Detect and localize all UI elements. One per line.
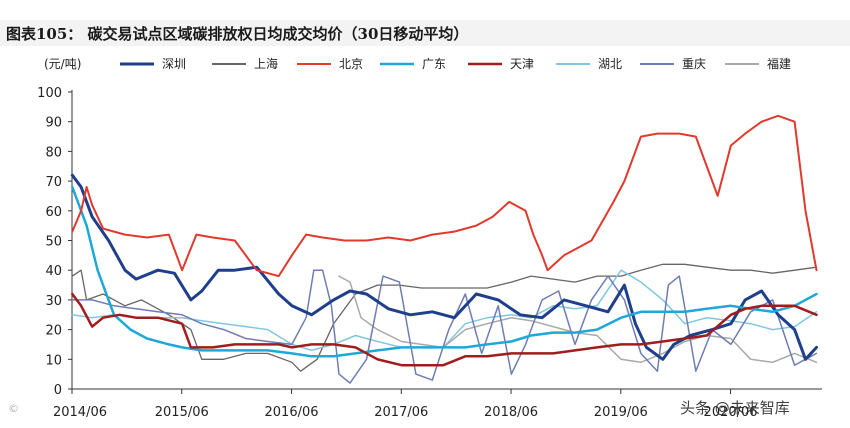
series-line-6 xyxy=(71,269,818,384)
y-axis-unit-label: (元/吨) xyxy=(44,57,81,71)
y-tick-label: 100 xyxy=(37,86,62,101)
y-axis: 0 10 20 30 40 50 60 70 80 90 100 xyxy=(37,86,73,398)
legend-label: 福建 xyxy=(767,56,791,71)
chart-title: 图表105： 碳交易试点区域碳排放权日均成交均价（30日移动平均） xyxy=(6,25,469,43)
watermark-text: 头条 @未来智库 xyxy=(680,399,790,417)
x-tick-label: 2014/06 xyxy=(53,405,107,420)
y-tick-label: 70 xyxy=(45,175,62,190)
y-tick-label: 0 xyxy=(54,383,62,398)
y-tick-label: 20 xyxy=(45,324,62,339)
x-axis: 2014/06 2015/06 2016/06 2017/06 2018/06 2019/… xyxy=(53,388,822,420)
legend-label: 天津 xyxy=(510,57,534,71)
chart-legend: 深圳 上海 北京 广东 天津 湖北 重庆 福建 xyxy=(120,56,791,71)
x-tick-label: 2018/06 xyxy=(484,405,538,420)
y-tick-label: 80 xyxy=(45,145,62,160)
x-tick-label: 2019/06 xyxy=(594,405,648,420)
series-line-4 xyxy=(71,292,818,367)
legend-label: 上海 xyxy=(254,56,278,71)
x-tick-label: 2015/06 xyxy=(155,405,209,420)
x-tick-label: 2017/06 xyxy=(374,405,428,420)
legend-label: 湖北 xyxy=(598,56,622,71)
legend-label: 广东 xyxy=(422,57,446,71)
watermark-mark: © xyxy=(8,402,19,415)
y-tick-label: 40 xyxy=(45,264,62,279)
series-line-3 xyxy=(71,185,818,358)
y-tick-label: 60 xyxy=(45,205,62,220)
y-tick-label: 90 xyxy=(45,116,62,131)
y-tick-label: 50 xyxy=(45,235,62,250)
series-line-2 xyxy=(71,114,818,278)
legend-label: 北京 xyxy=(339,57,363,71)
y-tick-label: 30 xyxy=(45,294,62,309)
x-tick-label: 2020/06 xyxy=(704,405,758,420)
series-lines xyxy=(70,114,818,384)
series-line-7 xyxy=(338,275,818,364)
y-tick-label: 10 xyxy=(45,353,62,368)
legend-label: 深圳 xyxy=(162,57,186,71)
x-tick-label: 2016/06 xyxy=(265,405,319,420)
series-line-0 xyxy=(70,173,818,361)
legend-label: 重庆 xyxy=(682,57,706,71)
title-band xyxy=(0,20,850,46)
